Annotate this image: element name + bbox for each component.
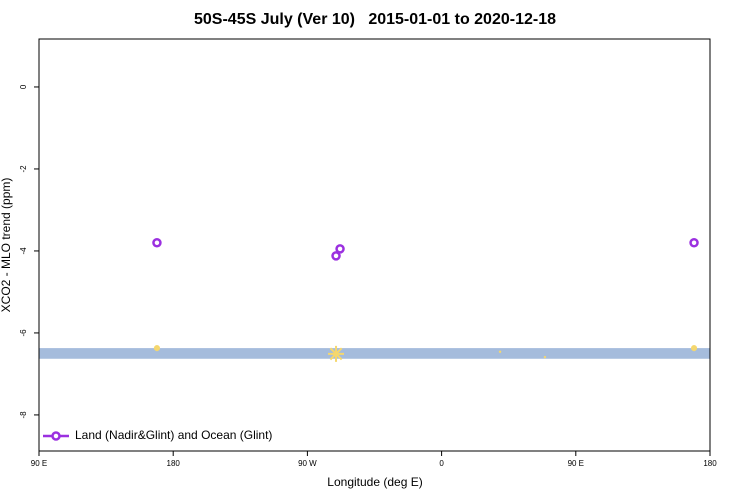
y-tick-label: -4 [19,247,28,255]
y-tick-label: -8 [19,411,28,419]
y-tick-label: 0 [19,84,28,89]
data-point [689,237,699,248]
x-tick-label: 180 [703,459,717,468]
y-axis-label: XCO2 - MLO trend (ppm) [0,178,13,313]
y-tick-label: -6 [19,329,28,337]
x-tick-label: 90 E [31,459,47,468]
data-point [335,244,345,254]
data-point [152,237,162,248]
secondary-point [328,345,345,362]
x-tick-label: 180 [167,459,181,468]
plot-frame [38,38,711,452]
secondary-point [153,345,160,352]
secondary-point [498,350,502,354]
y-tick-label: -2 [19,165,28,173]
x-tick-label: 90 E [568,459,584,468]
x-axis-label: Longitude (deg E) [327,475,422,489]
secondary-point [543,355,547,359]
chart-title: 50S-45S July (Ver 10) 2015-01-01 to 2020… [194,11,556,28]
secondary-point [691,345,698,352]
legend-label: Land (Nadir&Glint) and Ocean (Glint) [75,428,272,442]
x-tick-label: 90 W [298,459,317,468]
band [39,348,710,359]
x-tick-label: 0 [439,459,444,468]
legend-marker [51,431,61,441]
data-point [331,251,341,261]
